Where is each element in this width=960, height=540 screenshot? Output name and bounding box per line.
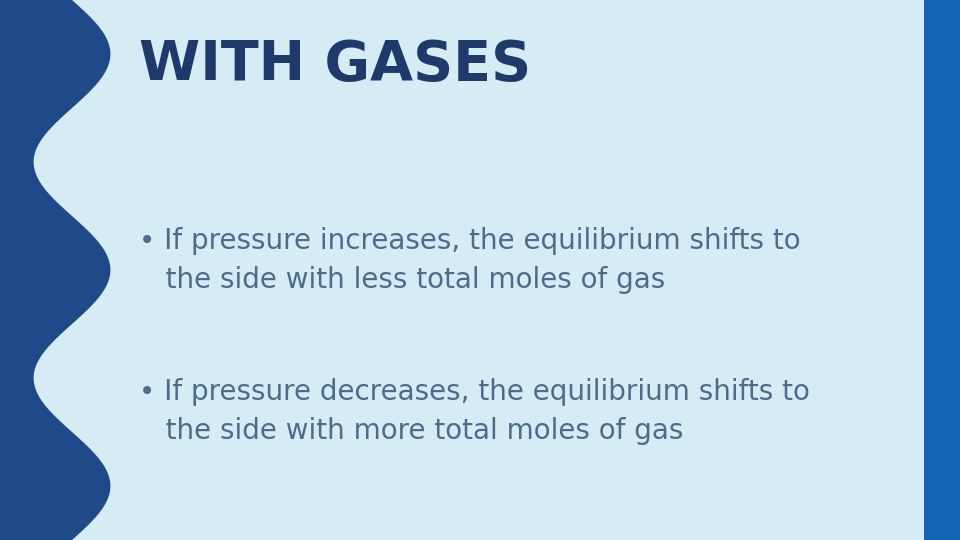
Text: • If pressure increases, the equilibrium shifts to
   the side with less total m: • If pressure increases, the equilibrium… [139,227,801,294]
Bar [924,0,960,540]
Text: • If pressure decreases, the equilibrium shifts to
   the side with more total m: • If pressure decreases, the equilibrium… [139,378,810,445]
Polygon shape [0,0,110,540]
Text: WITH GASES: WITH GASES [139,38,531,92]
